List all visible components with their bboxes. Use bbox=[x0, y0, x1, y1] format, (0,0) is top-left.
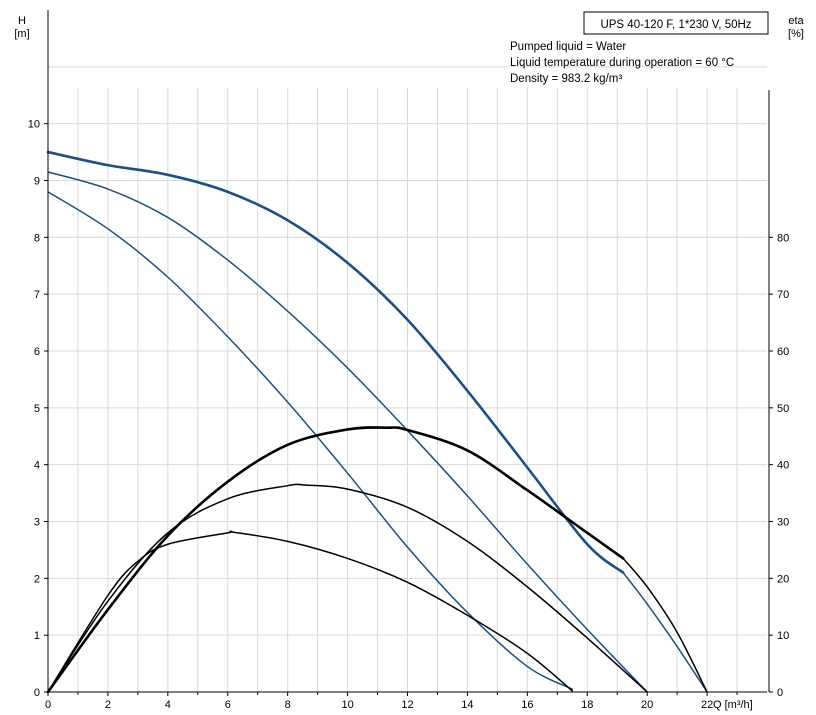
curves bbox=[46, 150, 708, 694]
y-right-tick-label: 0 bbox=[777, 687, 783, 699]
tick-labels: 0 2 4 6 8 10 12 14 16 18 20 22012345678910010203040… bbox=[28, 119, 790, 711]
head-curve-1 bbox=[622, 571, 708, 693]
x-tick-label: 16 bbox=[521, 699, 533, 711]
y-left-tick-label: 0 bbox=[34, 687, 40, 699]
y-left-tick-label: 5 bbox=[34, 403, 40, 415]
x-tick-label: 20 bbox=[641, 699, 653, 711]
y-right-tick-label: 50 bbox=[777, 403, 789, 415]
annotation-liquid-temperature: Liquid temperature during operation = 60… bbox=[510, 57, 734, 69]
right-axis-name: eta bbox=[788, 15, 804, 27]
y-left-tick-label: 1 bbox=[34, 630, 40, 642]
left-axis-name: H bbox=[18, 15, 26, 27]
y-left-tick-label: 8 bbox=[34, 232, 40, 244]
y-left-tick-label: 9 bbox=[34, 176, 40, 188]
x-tick-label: 22 bbox=[701, 699, 713, 711]
y-right-tick-label: 10 bbox=[777, 630, 789, 642]
x-tick-label: 6 bbox=[225, 699, 231, 711]
x-tick-label: 18 bbox=[581, 699, 593, 711]
y-left-tick-label: 4 bbox=[34, 460, 40, 472]
head-curve-2 bbox=[47, 171, 648, 693]
annotation-pumped-liquid: Pumped liquid = Water bbox=[510, 41, 626, 53]
head-curve-3 bbox=[47, 191, 574, 690]
x-axis-label: Q [m³/h] bbox=[713, 699, 753, 711]
x-tick-label: 4 bbox=[165, 699, 171, 711]
axes bbox=[44, 10, 773, 696]
title-box bbox=[583, 11, 769, 35]
y-left-tick-label: 2 bbox=[34, 573, 40, 585]
y-right-tick-label: 70 bbox=[777, 289, 789, 301]
x-tick-label: 14 bbox=[461, 699, 473, 711]
grid-lines bbox=[48, 66, 767, 692]
x-tick-label: 8 bbox=[285, 699, 291, 711]
y-right-tick-label: 80 bbox=[777, 232, 789, 244]
y-left-tick-label: 10 bbox=[28, 119, 40, 131]
y-left-tick-label: 3 bbox=[34, 517, 40, 529]
efficiency-curve-7 bbox=[47, 530, 574, 693]
head-curve-0 bbox=[46, 150, 625, 574]
y-right-tick-label: 40 bbox=[777, 460, 789, 472]
x-tick-label: 0 bbox=[45, 699, 51, 711]
left-axis-unit: [m] bbox=[14, 28, 29, 40]
x-tick-label: 2 bbox=[105, 699, 111, 711]
x-tick-label: 10 bbox=[341, 699, 353, 711]
annotation-density: Density = 983.2 kg/m³ bbox=[510, 73, 622, 85]
y-right-tick-label: 20 bbox=[777, 573, 789, 585]
y-left-tick-label: 7 bbox=[34, 289, 40, 301]
right-axis-unit: [%] bbox=[788, 28, 804, 40]
y-right-tick-label: 60 bbox=[777, 346, 789, 358]
chart-title: UPS 40-120 F, 1*230 V, 50Hz bbox=[600, 19, 751, 31]
y-left-tick-label: 6 bbox=[34, 346, 40, 358]
x-tick-label: 12 bbox=[401, 699, 413, 711]
efficiency-curve-4 bbox=[46, 426, 625, 694]
efficiency-curve-5 bbox=[622, 557, 708, 693]
y-right-tick-label: 30 bbox=[777, 517, 789, 529]
